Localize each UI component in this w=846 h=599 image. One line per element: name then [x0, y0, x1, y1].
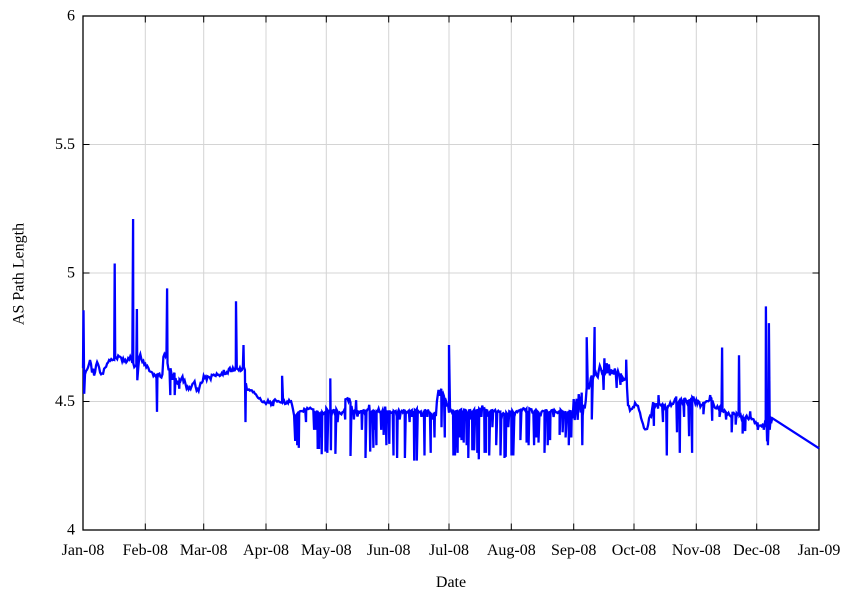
svg-text:Sep-08: Sep-08: [551, 542, 596, 559]
svg-text:Feb-08: Feb-08: [123, 542, 168, 559]
svg-text:Mar-08: Mar-08: [180, 542, 228, 559]
svg-text:Apr-08: Apr-08: [243, 542, 289, 559]
svg-text:Jul-08: Jul-08: [429, 542, 469, 559]
svg-text:Aug-08: Aug-08: [487, 542, 536, 559]
svg-text:Jun-08: Jun-08: [367, 542, 411, 559]
svg-text:4: 4: [67, 521, 75, 538]
svg-text:Dec-08: Dec-08: [733, 542, 780, 559]
svg-text:4.5: 4.5: [55, 393, 75, 410]
svg-text:Jan-08: Jan-08: [62, 542, 105, 559]
svg-text:5: 5: [67, 264, 75, 281]
svg-text:May-08: May-08: [301, 542, 352, 559]
svg-text:AS Path Length: AS Path Length: [11, 223, 28, 325]
svg-text:6: 6: [67, 7, 75, 24]
svg-text:5.5: 5.5: [55, 136, 75, 153]
svg-text:Date: Date: [436, 574, 466, 591]
svg-text:Oct-08: Oct-08: [612, 542, 656, 559]
svg-text:Jan-09: Jan-09: [798, 542, 841, 559]
svg-text:Nov-08: Nov-08: [672, 542, 721, 559]
